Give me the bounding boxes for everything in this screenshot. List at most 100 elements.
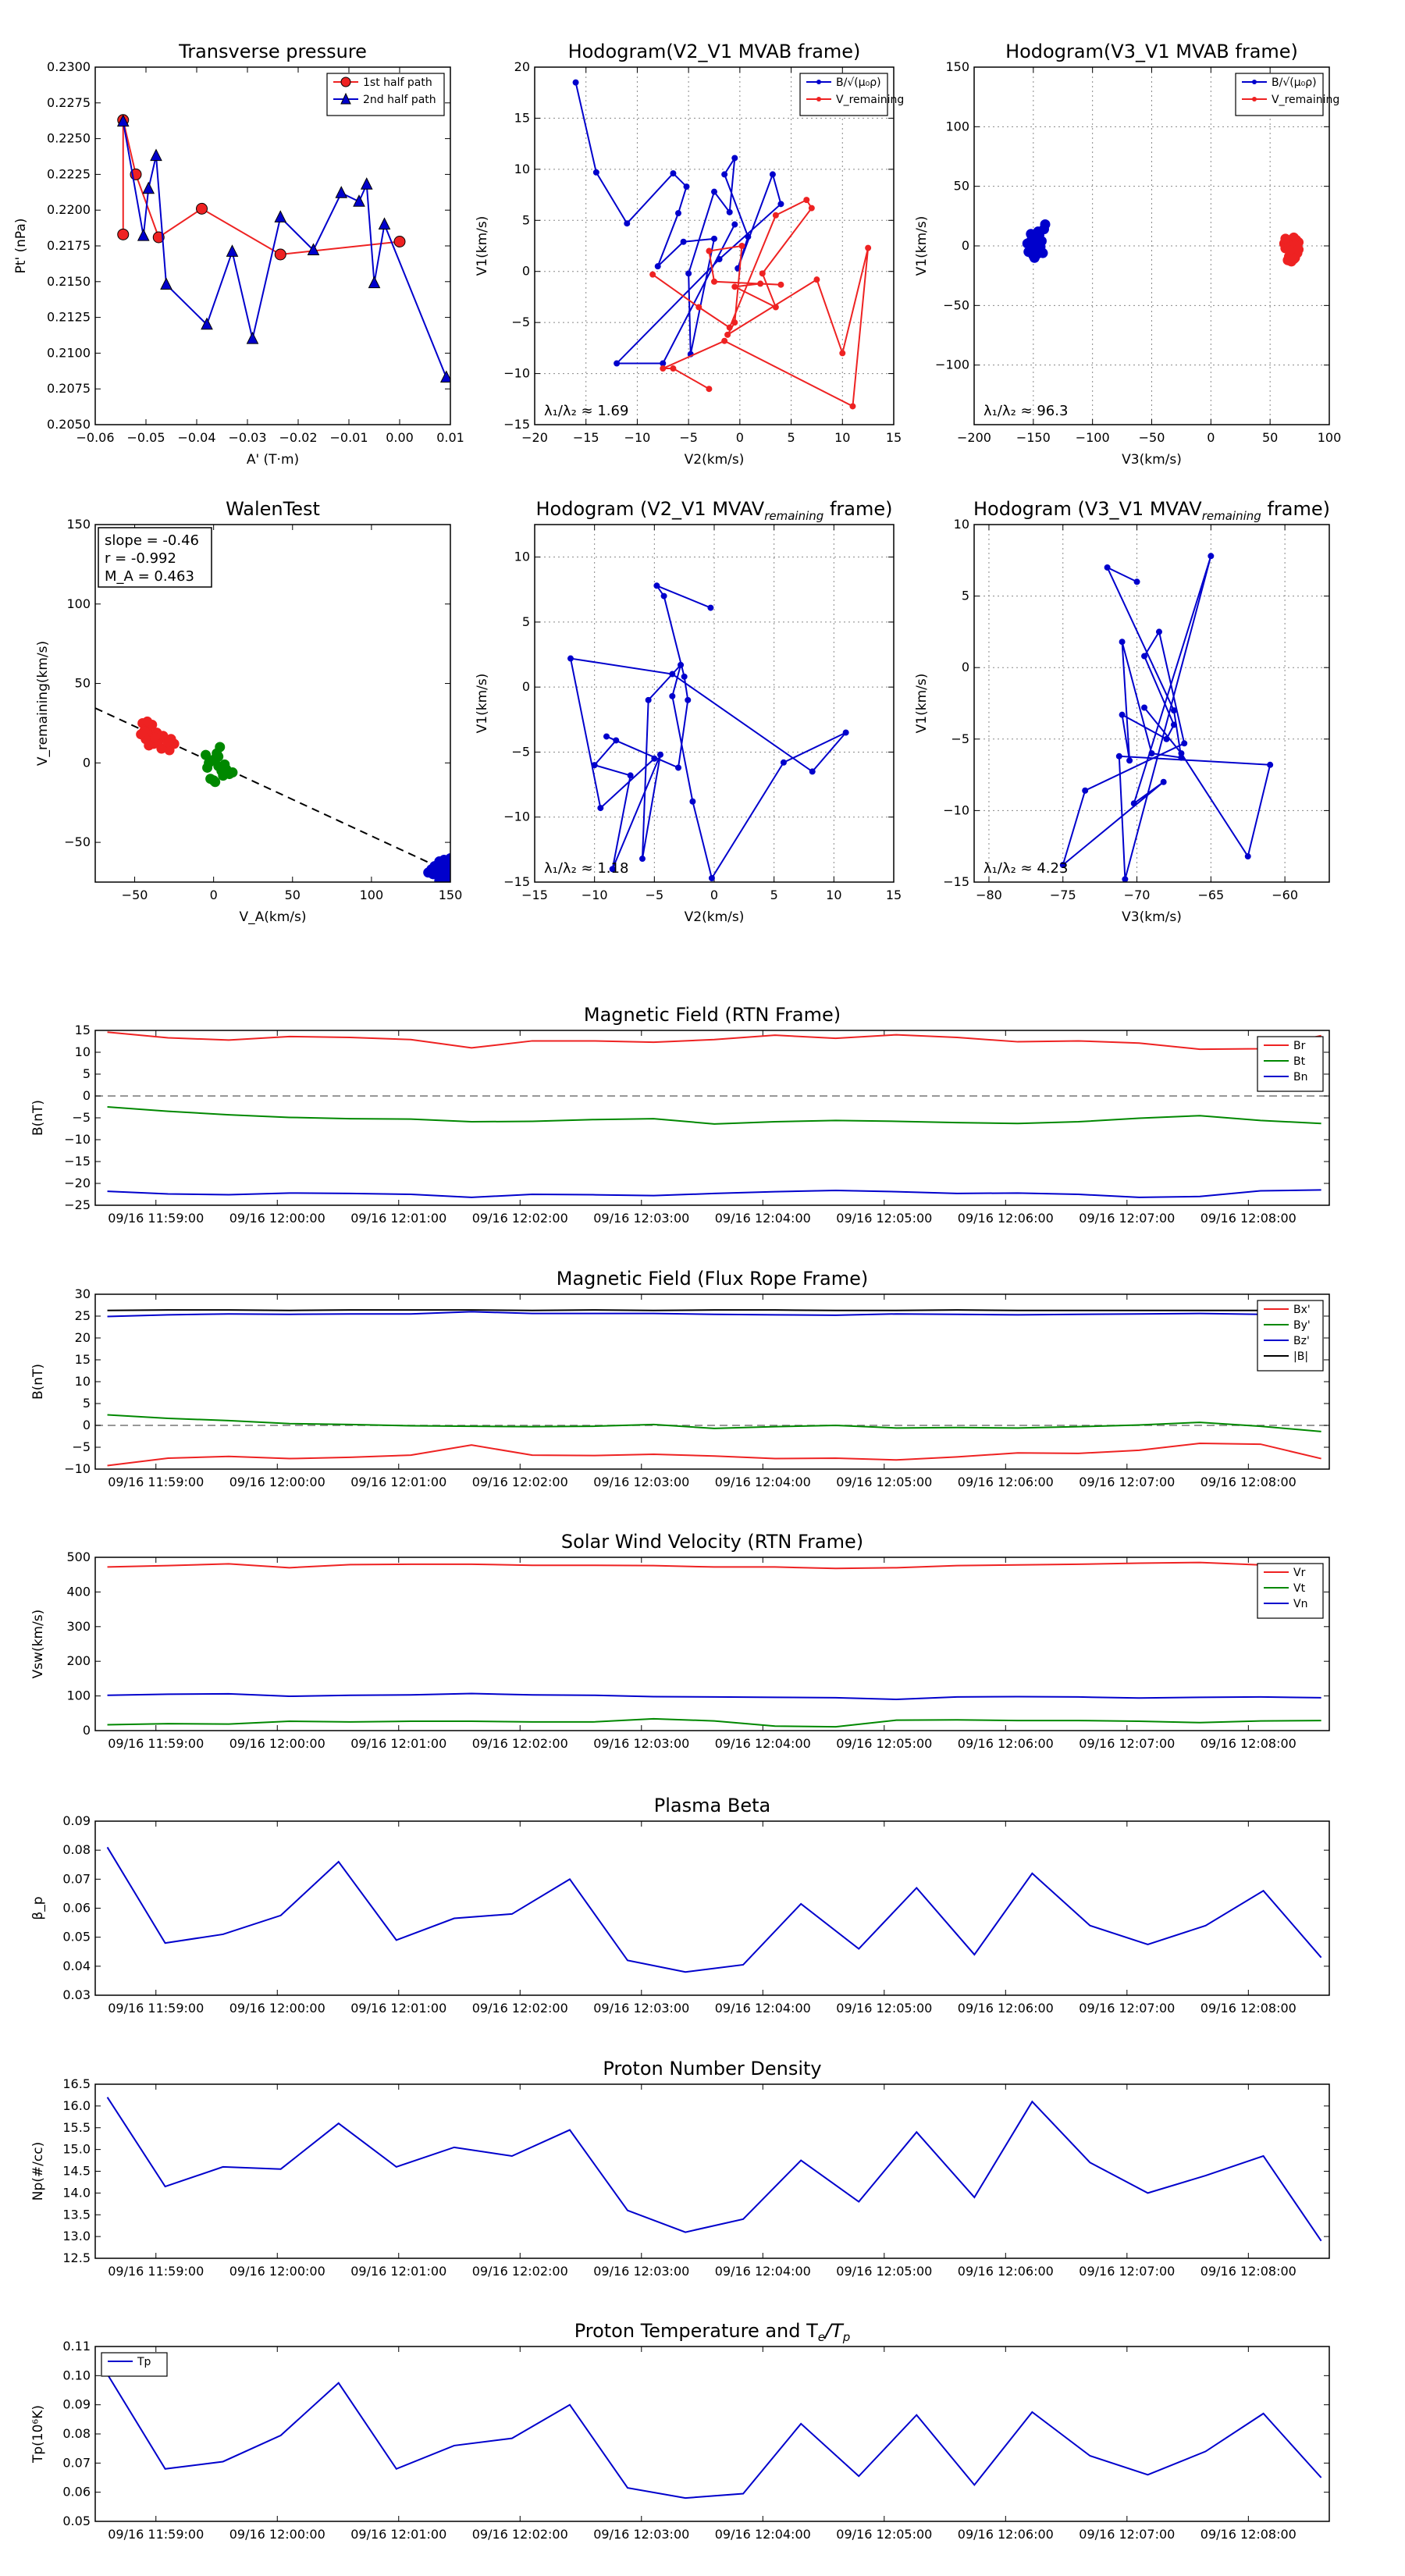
data-point <box>142 716 153 727</box>
axes-frame <box>94 1820 1330 1996</box>
x-tick-label: 09/16 12:06:00 <box>958 2264 1054 2279</box>
y-tick-label: 10 <box>75 1044 91 1059</box>
y-axis-label: V1(km/s) <box>475 674 490 734</box>
x-tick-label: 09/16 12:03:00 <box>593 1475 689 1489</box>
y-tick-label: 0.07 <box>62 1871 91 1886</box>
y-tick-label: 0.08 <box>62 2426 91 2441</box>
data-point <box>1141 704 1148 711</box>
legend-label: By' <box>1293 1319 1311 1332</box>
x-tick-label: 09/16 12:03:00 <box>593 2264 689 2279</box>
legend-label: B/√(μ₀ρ) <box>836 76 881 89</box>
y-axis-label: Np(#/cc) <box>30 2142 46 2201</box>
data-point <box>202 762 213 773</box>
y-tick-label: −25 <box>64 1197 91 1212</box>
y-tick-label: 0 <box>962 660 969 674</box>
legend-label: B/√(μ₀ρ) <box>1272 76 1317 89</box>
data-point <box>651 755 658 762</box>
x-tick-label: 09/16 12:05:00 <box>836 2264 932 2279</box>
y-tick-label: −15 <box>503 417 530 432</box>
x-tick-label: 09/16 12:06:00 <box>958 1211 1054 1226</box>
legend-label: Bx' <box>1293 1304 1311 1316</box>
y-tick-label: 0.2100 <box>47 345 91 360</box>
legend-label: Bt <box>1293 1055 1306 1068</box>
data-point <box>393 236 406 248</box>
plot-area <box>1059 553 1274 882</box>
chart-title: Magnetic Field (Flux Rope Frame) <box>557 1268 868 1290</box>
data-point <box>769 171 776 178</box>
x-tick-label: 09/16 12:02:00 <box>472 1736 568 1751</box>
data-point <box>592 169 599 176</box>
legend-marker <box>816 97 821 101</box>
x-axis-label: V3(km/s) <box>1122 452 1182 468</box>
x-tick-label: 09/16 12:00:00 <box>229 1736 325 1751</box>
y-tick-label: −50 <box>64 834 91 849</box>
y-tick-label: 20 <box>75 1330 91 1345</box>
data-point <box>695 304 702 311</box>
x-tick-label: −75 <box>1050 888 1076 902</box>
legend-marker <box>1252 97 1257 101</box>
data-point <box>150 148 162 162</box>
x-tick-label: 09/16 12:02:00 <box>472 2001 568 2016</box>
data-point <box>726 324 733 331</box>
y-tick-label: 0.2250 <box>47 131 91 146</box>
y-tick-label: −10 <box>64 1132 91 1147</box>
data-point <box>708 875 715 882</box>
y-tick-label: 20 <box>514 59 530 74</box>
data-point <box>136 729 147 740</box>
ratio-annotation: λ₁/λ₂ ≈ 1.69 <box>544 403 628 419</box>
y-axis-label: β_p <box>30 1896 46 1920</box>
series-line-2 <box>107 1189 1321 1198</box>
x-tick-label: 100 <box>360 888 384 902</box>
chart-title: Transverse pressure <box>178 41 367 62</box>
data-point <box>360 177 373 190</box>
data-point <box>680 238 687 245</box>
y-tick-label: −15 <box>943 874 969 889</box>
ratio-annotation: λ₁/λ₂ ≈ 1.18 <box>544 860 628 877</box>
data-point <box>678 661 685 668</box>
data-point <box>865 244 872 251</box>
x-tick-label: 09/16 12:06:00 <box>958 2001 1054 2016</box>
data-point <box>1126 757 1133 764</box>
x-tick-label: −0.04 <box>177 430 215 445</box>
data-point <box>731 319 738 326</box>
y-tick-label: 0.03 <box>62 1987 91 2002</box>
y-axis-label: V_remaining(km/s) <box>35 641 51 766</box>
data-point <box>423 867 434 878</box>
y-tick-label: 0.05 <box>62 2514 91 2528</box>
x-tick-label: 09/16 12:00:00 <box>229 1211 325 1226</box>
chart-hodo_v2v1_mvab: −20 −15 −10 −5 0 5 10 15−15−10−505101520Hodogra… <box>475 41 904 468</box>
data-point <box>624 220 631 227</box>
x-tick-label: −100 <box>1076 430 1110 445</box>
series-line-2 <box>107 1692 1321 1701</box>
series-line-0 <box>107 1031 1321 1051</box>
series-line-0 <box>106 2373 1322 2500</box>
data-point <box>724 331 731 338</box>
x-axis-label: V_A(km/s) <box>239 909 306 925</box>
x-tick-label: −50 <box>122 888 148 902</box>
data-point <box>439 370 450 383</box>
x-tick-label: 50 <box>285 888 301 902</box>
legend-label: 1st half path <box>363 76 432 89</box>
x-tick-label: −5 <box>646 888 664 902</box>
legend-box <box>1235 73 1324 116</box>
y-tick-label: 15.0 <box>62 2142 91 2157</box>
axes-frame <box>534 524 895 883</box>
data-point <box>614 360 621 367</box>
x-tick-label: 09/16 11:59:00 <box>108 2527 204 2542</box>
data-point <box>208 775 219 786</box>
ratio-annotation: λ₁/λ₂ ≈ 4.23 <box>984 860 1068 877</box>
legend-marker <box>340 76 351 87</box>
data-point <box>434 875 445 882</box>
y-tick-label: 10 <box>75 1374 91 1389</box>
x-tick-label: 09/16 11:59:00 <box>108 1475 204 1489</box>
y-tick-label: 150 <box>66 517 91 532</box>
y-tick-label: −5 <box>511 744 530 759</box>
data-point <box>654 263 661 270</box>
x-tick-label: −0.03 <box>228 430 266 445</box>
y-tick-label: 0.2125 <box>47 310 91 325</box>
x-tick-label: 09/16 12:07:00 <box>1079 1736 1175 1751</box>
x-tick-label: 09/16 12:00:00 <box>229 2001 325 2016</box>
data-point <box>689 798 696 805</box>
x-tick-label: 09/16 12:04:00 <box>715 2001 811 2016</box>
series-line-2 <box>107 1311 1321 1319</box>
